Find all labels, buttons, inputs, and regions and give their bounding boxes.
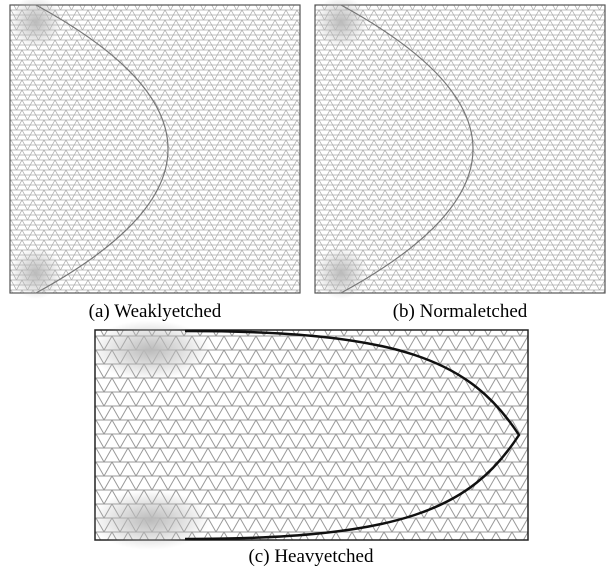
panel-b: (b) Normaletched: [315, 0, 605, 322]
caption: (c) Heavyetched: [248, 546, 374, 567]
panel-c: (c) Heavyetched: [90, 320, 528, 567]
panel-a: (a) Weaklyetched: [10, 0, 300, 322]
caption: (b) Normaletched: [393, 301, 528, 322]
caption: (a) Weaklyetched: [89, 301, 222, 322]
figure: (a) Weaklyetched (b) Normaletched (c) He…: [0, 0, 613, 574]
